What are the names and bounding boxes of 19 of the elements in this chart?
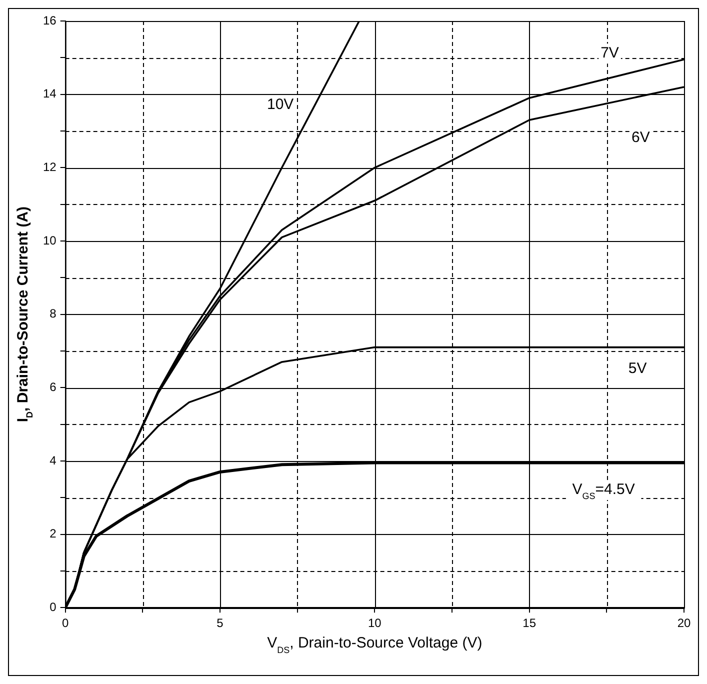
y-tick-label: 10 — [42, 233, 57, 248]
y-tick-label: 6 — [50, 380, 57, 394]
series-label: 5V — [628, 360, 647, 377]
y-tick-label: 8 — [50, 306, 57, 321]
y-tick-label: 14 — [42, 86, 57, 101]
x-tick-label: 10 — [368, 616, 382, 630]
x-tick-label: 20 — [677, 616, 691, 630]
y-tick-label: 16 — [42, 13, 57, 28]
y-axis-title: ID, Drain-to-Source Current (A) — [14, 206, 35, 422]
series-label: 10V — [266, 96, 294, 113]
text: 6V — [632, 128, 650, 146]
x-tick-label: 5 — [216, 616, 224, 630]
y-tick-label: 12 — [42, 160, 57, 174]
series-label: 7V — [600, 44, 619, 62]
x-tick-label: 15 — [522, 616, 536, 630]
x-tick-label: 0 — [62, 616, 70, 630]
y-tick-label: 4 — [50, 453, 57, 468]
y-tick-label: 0 — [50, 600, 57, 614]
y-tick-label: 2 — [50, 526, 57, 541]
